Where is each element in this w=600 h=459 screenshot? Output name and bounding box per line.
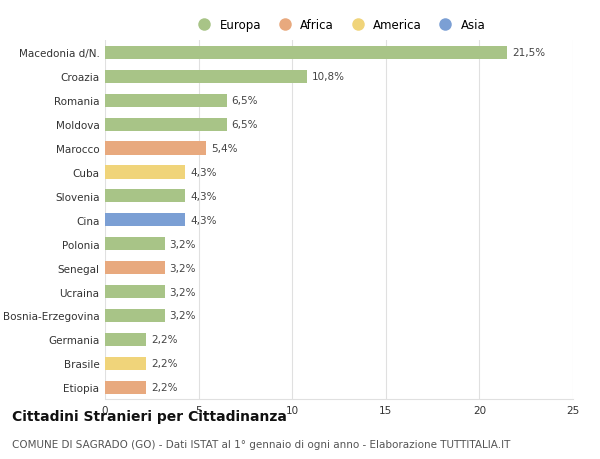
Bar bbox=[105, 381, 146, 394]
Text: 5,4%: 5,4% bbox=[211, 144, 237, 154]
Bar bbox=[105, 190, 185, 203]
Text: 3,2%: 3,2% bbox=[170, 239, 196, 249]
Text: 4,3%: 4,3% bbox=[190, 215, 217, 225]
Bar bbox=[105, 166, 185, 179]
Bar bbox=[105, 238, 165, 251]
Text: 6,5%: 6,5% bbox=[232, 120, 258, 130]
Text: 2,2%: 2,2% bbox=[151, 382, 178, 392]
Bar bbox=[105, 309, 165, 322]
Text: 4,3%: 4,3% bbox=[190, 168, 217, 178]
Bar bbox=[105, 333, 146, 346]
Bar bbox=[105, 118, 227, 131]
Text: 10,8%: 10,8% bbox=[312, 72, 345, 82]
Text: 3,2%: 3,2% bbox=[170, 263, 196, 273]
Bar bbox=[105, 357, 146, 370]
Text: 4,3%: 4,3% bbox=[190, 191, 217, 202]
Text: 21,5%: 21,5% bbox=[512, 48, 545, 58]
Bar bbox=[105, 262, 165, 274]
Text: COMUNE DI SAGRADO (GO) - Dati ISTAT al 1° gennaio di ogni anno - Elaborazione TU: COMUNE DI SAGRADO (GO) - Dati ISTAT al 1… bbox=[12, 440, 511, 449]
Bar bbox=[105, 95, 227, 107]
Text: 3,2%: 3,2% bbox=[170, 287, 196, 297]
Bar bbox=[105, 214, 185, 227]
Text: 2,2%: 2,2% bbox=[151, 358, 178, 369]
Bar bbox=[105, 285, 165, 298]
Text: 2,2%: 2,2% bbox=[151, 335, 178, 345]
Bar bbox=[105, 47, 508, 60]
Text: Cittadini Stranieri per Cittadinanza: Cittadini Stranieri per Cittadinanza bbox=[12, 409, 287, 423]
Legend: Europa, Africa, America, Asia: Europa, Africa, America, Asia bbox=[193, 19, 485, 32]
Bar bbox=[105, 71, 307, 84]
Text: 6,5%: 6,5% bbox=[232, 96, 258, 106]
Text: 3,2%: 3,2% bbox=[170, 311, 196, 321]
Bar bbox=[105, 142, 206, 155]
